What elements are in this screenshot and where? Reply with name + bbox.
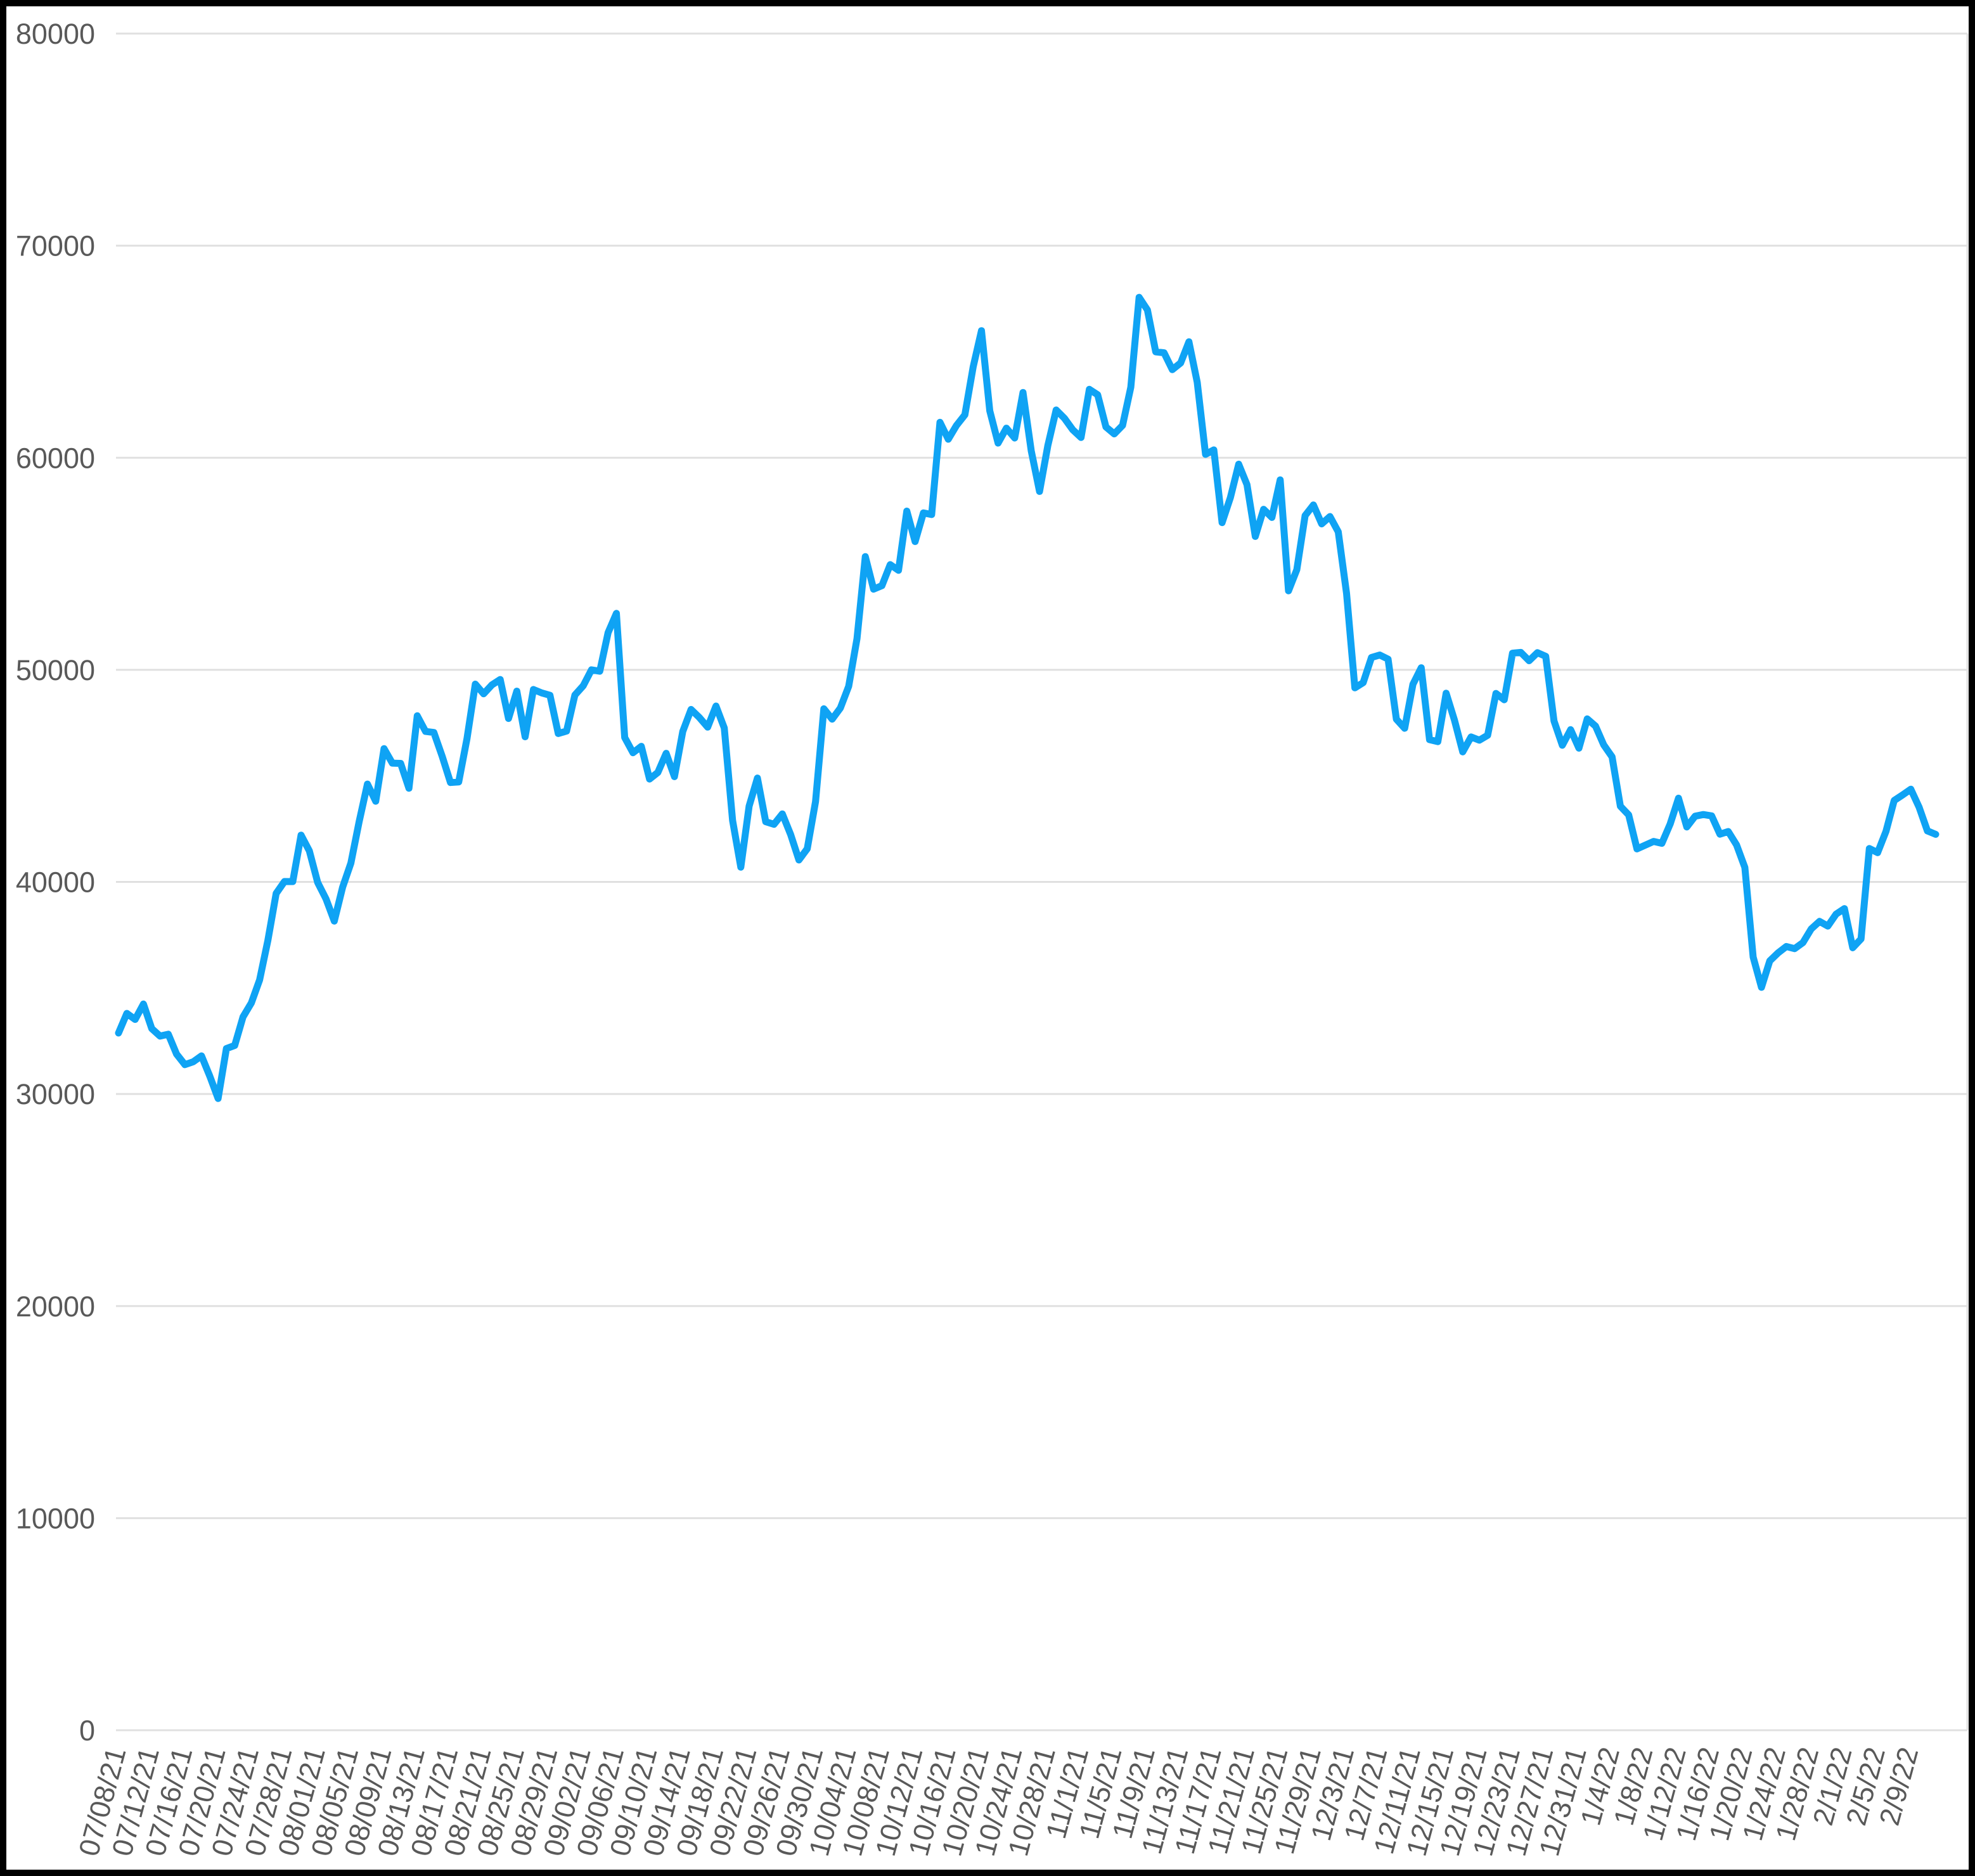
y-tick-label: 80000 [16, 18, 95, 50]
y-tick-label: 10000 [16, 1502, 95, 1534]
y-tick-label: 40000 [16, 866, 95, 899]
x-axis-labels: 07/08/2107/12/2107/16/2107/20/2107/24/21… [72, 1744, 1924, 1859]
y-axis-labels: 0 10000 20000 30000 40000 50000 60000 70000 8000… [16, 18, 95, 1747]
y-tick-label: 0 [79, 1714, 95, 1747]
y-tick-label: 70000 [16, 230, 95, 262]
y-tick-label: 30000 [16, 1078, 95, 1110]
gridlines [116, 32, 1969, 1731]
y-tick-label: 20000 [16, 1290, 95, 1323]
price-series-line [115, 293, 1940, 1102]
y-tick-label: 50000 [16, 654, 95, 686]
y-tick-label: 60000 [16, 442, 95, 474]
